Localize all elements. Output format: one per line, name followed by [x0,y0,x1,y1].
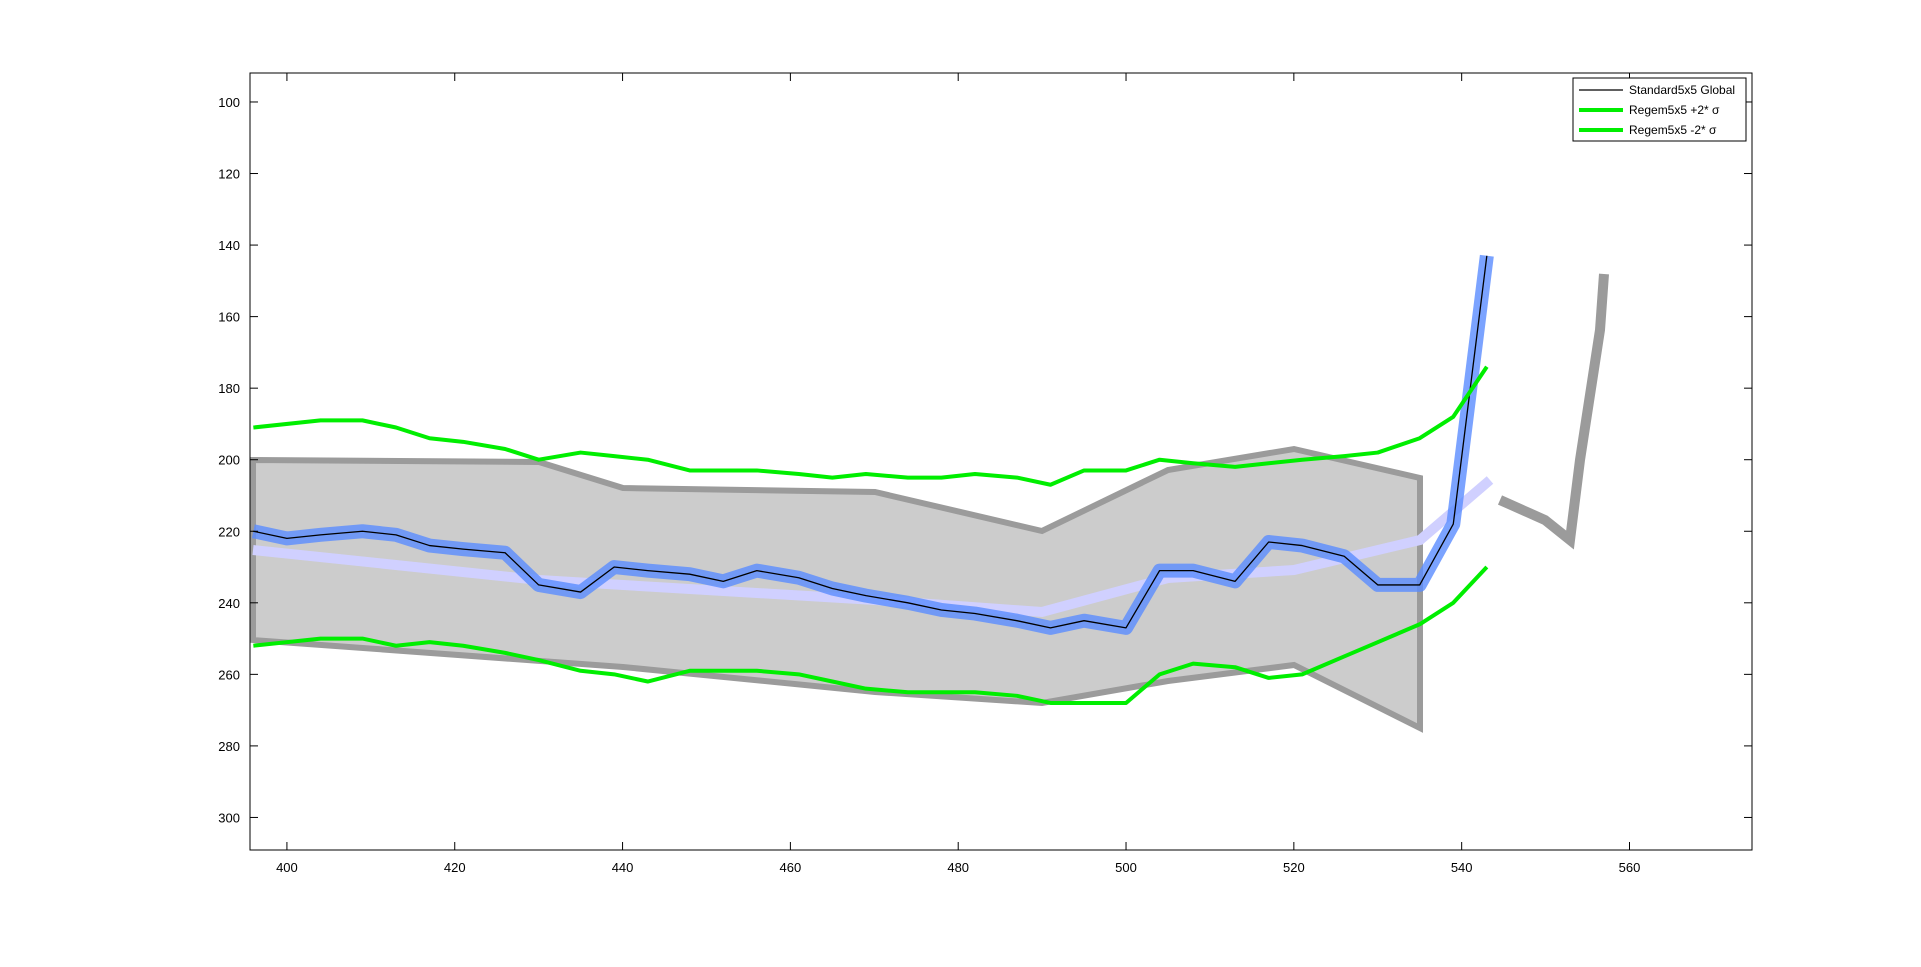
y-tick-label: 260 [218,667,240,682]
x-tick-label: 460 [780,860,802,875]
gray-tail [1497,273,1609,550]
y-tick-label: 240 [218,596,240,611]
legend-label: Standard5x5 Global [1629,83,1735,97]
y-tick-label: 200 [218,453,240,468]
x-tick-label: 560 [1619,860,1641,875]
series-line [253,365,1489,487]
x-tick-label: 440 [612,860,634,875]
series-line [253,565,1489,705]
x-tick-label: 480 [947,860,969,875]
x-tick-label: 540 [1451,860,1473,875]
legend-label: Regem5x5 -2* σ [1629,123,1717,137]
y-tick-label: 140 [218,238,240,253]
y-tick-label: 160 [218,310,240,325]
legend-label: Regem5x5 +2* σ [1629,103,1720,117]
plot-layer [251,254,1494,705]
x-tick-label: 420 [444,860,466,875]
y-tick-label: 100 [218,95,240,110]
y-tick-label: 300 [218,810,240,825]
x-tick-label: 500 [1115,860,1137,875]
x-tick-label: 520 [1283,860,1305,875]
series-line [253,255,1488,629]
y-tick-label: 220 [218,524,240,539]
y-tick-label: 120 [218,167,240,182]
y-tick-label: 280 [218,739,240,754]
axes-box [249,72,1753,851]
y-tick-label: 180 [218,381,240,396]
x-tick-label: 400 [276,860,298,875]
